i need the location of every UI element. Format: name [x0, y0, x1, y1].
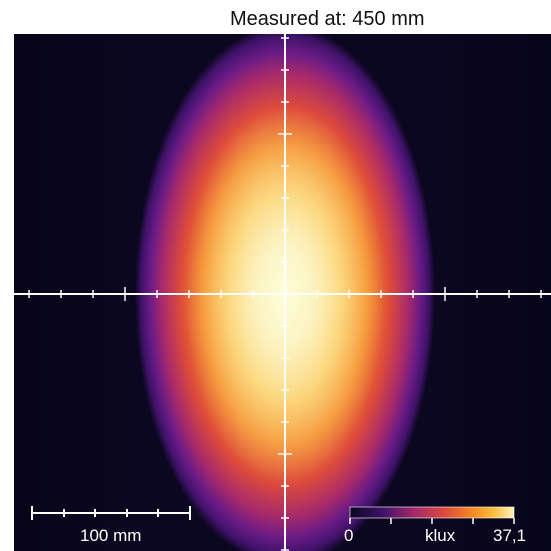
crosshair	[14, 34, 551, 551]
colorbar-ticks	[349, 518, 515, 524]
colorbar-min-label: 0	[344, 526, 353, 545]
overlay-graphics: 100 mm 0 klux 37,1	[14, 34, 551, 551]
scale-bar-label: 100 mm	[80, 526, 141, 545]
crosshair-vertical-ticks	[278, 37, 292, 551]
colorbar-max-label: 37,1	[493, 526, 526, 545]
heatmap-edge-falloff	[14, 34, 551, 551]
scale-bar	[31, 506, 191, 520]
colorbar: 0 klux 37,1	[344, 506, 526, 545]
colorbar-unit-label: klux	[425, 526, 456, 545]
scale-bar-ticks	[31, 506, 191, 520]
illuminance-heatmap: 100 mm 0 klux 37,1	[14, 34, 551, 551]
colorbar-gradient	[349, 506, 515, 519]
crosshair-horizontal-ticks	[28, 287, 542, 301]
measurement-title: Measured at: 450 mm	[230, 8, 425, 30]
